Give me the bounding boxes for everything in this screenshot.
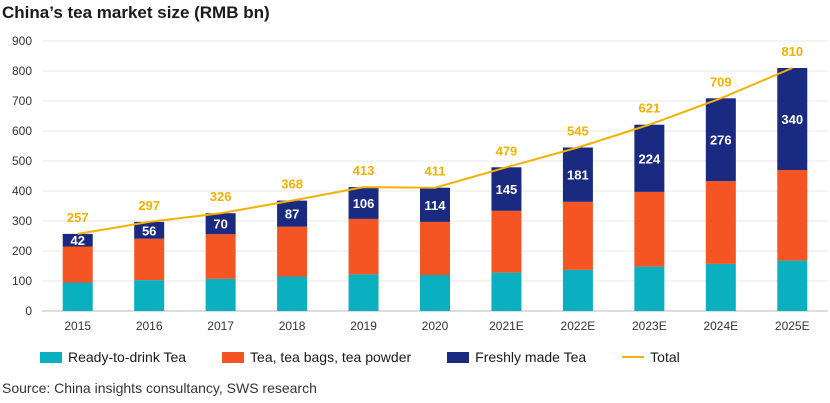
total-line-path (77, 67, 793, 235)
x-tick-label: 2022E (561, 319, 596, 333)
bar-rtd (62, 282, 93, 311)
fresh-value-label: 145 (496, 182, 518, 197)
legend-item-rtd: Ready-to-drink Tea (40, 349, 186, 365)
bar-bags (205, 234, 236, 279)
bar-bags (705, 181, 736, 264)
data-labels: 42 56 70 87 106 114 145 181 224 276 340 257 297 326 36… (67, 44, 803, 248)
total-value-label: 545 (567, 124, 589, 139)
bar-rtd (205, 278, 236, 311)
bar-rtd (634, 266, 665, 311)
bar-fresh (277, 200, 308, 227)
legend-item-total: Total (622, 349, 680, 365)
x-tick-label: 2016 (136, 319, 163, 333)
y-tick-label: 400 (12, 184, 32, 198)
x-tick-label: 2019 (350, 319, 377, 333)
x-tick-label: 2024E (703, 319, 738, 333)
fresh-value-label: 106 (353, 196, 375, 211)
fresh-value-label: 87 (285, 207, 299, 222)
bar-bags (562, 201, 593, 270)
legend-swatch-fresh (447, 351, 470, 363)
y-tick-label: 800 (12, 64, 32, 78)
fresh-value-label: 56 (142, 223, 156, 238)
source-note: Source: China insights consultancy, SWS … (2, 380, 317, 396)
y-axis: 0 100 200 300 400 500 600 700 800 900 (12, 34, 32, 318)
bar-fresh (62, 233, 93, 247)
bar-fresh (705, 98, 736, 182)
bar-bags (134, 238, 165, 281)
x-tick-label: 2015 (64, 319, 91, 333)
bar-bags (420, 221, 450, 275)
total-value-label: 297 (138, 198, 160, 213)
total-value-label: 368 (281, 177, 303, 192)
bar-bags (777, 170, 808, 261)
y-tick-label: 200 (12, 244, 32, 258)
bar-rtd (777, 260, 808, 311)
bar-bags (62, 246, 93, 283)
fresh-value-label: 114 (425, 198, 447, 213)
total-value-label: 479 (496, 143, 518, 158)
fresh-value-label: 224 (639, 151, 661, 166)
bar-bags (348, 218, 379, 275)
chart-title: China’s tea market size (RMB bn) (2, 3, 270, 22)
legend-label-total: Total (650, 349, 680, 365)
bar-fresh (420, 187, 450, 222)
bar-fresh (777, 68, 808, 170)
y-tick-label: 100 (12, 274, 32, 288)
bar-rtd (348, 274, 379, 311)
y-tick-label: 300 (12, 214, 32, 228)
bars (62, 68, 808, 311)
total-line (77, 67, 793, 235)
total-value-label: 709 (710, 74, 732, 89)
legend-swatch-total (622, 356, 645, 358)
legend-swatch-rtd (40, 351, 62, 363)
legend-item-bags: Tea, tea bags, tea powder (222, 349, 411, 365)
bar-rtd (491, 272, 522, 311)
legend-label-fresh: Freshly made Tea (475, 349, 587, 365)
fresh-value-label: 42 (70, 233, 84, 248)
y-tick-label: 900 (12, 34, 32, 48)
total-value-label: 257 (67, 210, 89, 225)
bar-bags (277, 226, 308, 277)
fresh-value-label: 181 (567, 168, 589, 183)
total-value-label: 621 (639, 101, 661, 116)
y-tick-label: 700 (12, 94, 32, 108)
bar-fresh (634, 124, 665, 192)
bar-rtd (277, 276, 308, 311)
total-value-label: 413 (353, 163, 375, 178)
x-tick-label: 2023E (632, 319, 667, 333)
bar-fresh (134, 221, 165, 239)
bar-rtd (420, 275, 450, 311)
x-tick-label: 2021E (489, 319, 524, 333)
bar-fresh (491, 167, 522, 211)
bar-fresh (348, 187, 379, 219)
y-tick-label: 0 (25, 304, 32, 318)
x-tick-label: 2018 (279, 319, 306, 333)
x-tick-label: 2017 (207, 319, 234, 333)
x-tick-label: 2025E (775, 319, 810, 333)
fresh-value-label: 340 (781, 112, 803, 127)
bar-fresh (562, 147, 593, 202)
fresh-value-label: 276 (710, 133, 732, 148)
bar-bags (634, 191, 665, 267)
y-tick-label: 500 (12, 154, 32, 168)
bar-bags (491, 210, 522, 273)
legend-label-rtd: Ready-to-drink Tea (68, 349, 187, 365)
bar-rtd (134, 280, 165, 311)
bar-rtd (562, 269, 593, 311)
bar-rtd (705, 263, 736, 311)
total-value-label: 810 (781, 44, 803, 59)
y-tick-label: 600 (12, 124, 32, 138)
x-tick-label: 2020 (422, 319, 449, 333)
fresh-value-label: 70 (213, 217, 227, 232)
legend: Ready-to-drink Tea Tea, tea bags, tea po… (40, 349, 716, 365)
bar-fresh (205, 213, 236, 235)
legend-swatch-bags (222, 351, 245, 363)
legend-item-fresh: Freshly made Tea (447, 349, 586, 365)
legend-label-bags: Tea, tea bags, tea powder (250, 349, 412, 365)
total-value-label: 326 (210, 189, 232, 204)
total-value-label: 411 (425, 164, 446, 179)
x-axis: 2015 2016 2017 2018 2019 2020 2021E 2022E 2023E 2… (64, 319, 809, 333)
